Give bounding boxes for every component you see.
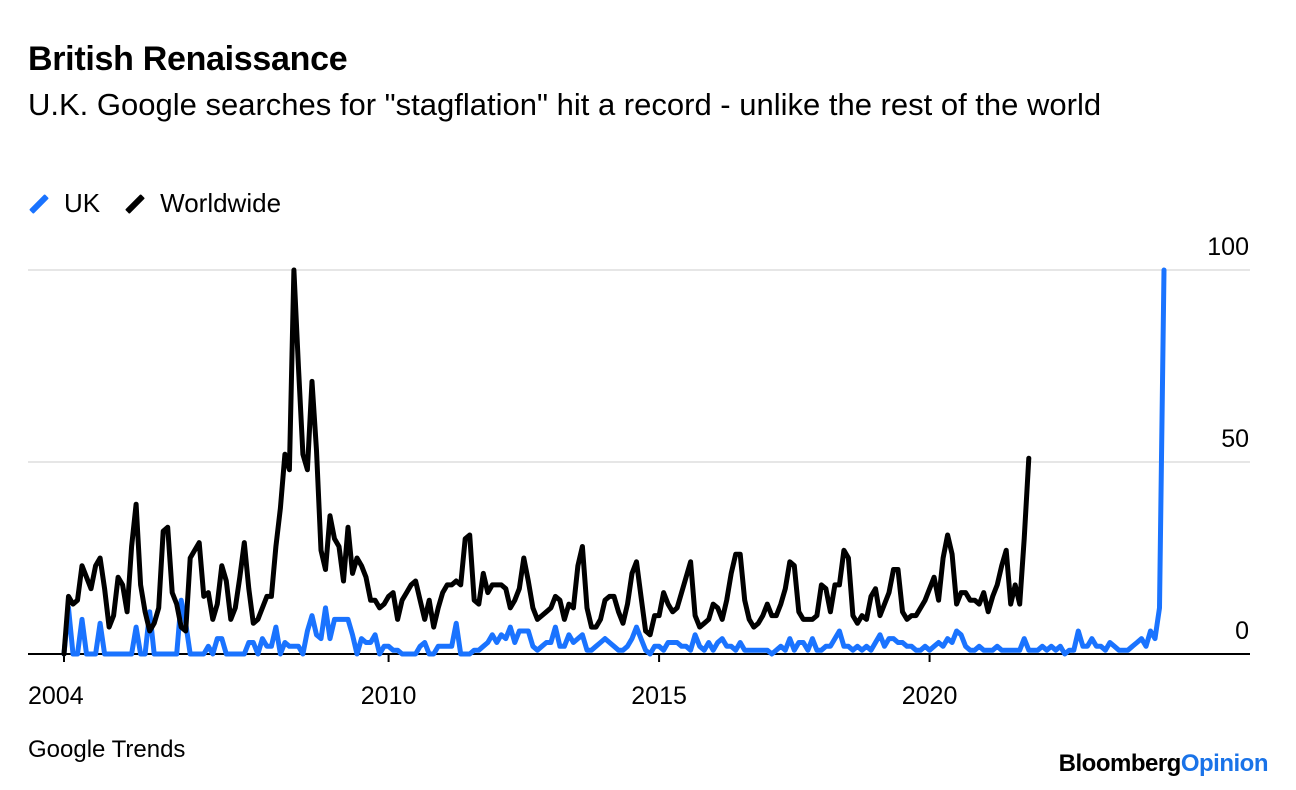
x-tick-label-2020: 2020 xyxy=(902,682,958,710)
brand-accent: Opinion xyxy=(1180,750,1269,777)
y-tick-label-0: 0 xyxy=(1235,617,1249,645)
x-tick-label-2010: 2010 xyxy=(361,682,417,710)
legend-item-uk: UK xyxy=(28,188,100,219)
source-note: Google Trends xyxy=(28,736,186,763)
x-tick-label-2015: 2015 xyxy=(631,682,687,710)
brand-logo: BloombergOpinion xyxy=(1058,750,1269,778)
x-tick-label-2004: 2004 xyxy=(28,682,84,710)
legend-label-worldwide: Worldwide xyxy=(160,188,282,218)
legend-item-worldwide: Worldwide xyxy=(124,188,281,219)
series-line-worldwide xyxy=(61,267,1032,657)
legend-swatch-uk xyxy=(29,193,49,214)
brand-main: Bloomberg xyxy=(1058,750,1182,777)
y-tick-label-100: 100 xyxy=(1207,233,1249,261)
chart-subtitle: U.K. Google searches for "stagflation" h… xyxy=(28,87,1102,122)
y-tick-label-50: 50 xyxy=(1221,425,1249,453)
legend: UK Worldwide xyxy=(28,188,305,219)
series-line-uk xyxy=(61,267,1167,657)
chart-title: British Renaissance xyxy=(28,40,348,78)
line-chart: 0 50 100 2004 2010 2015 2020 xyxy=(28,233,1250,710)
legend-label-uk: UK xyxy=(64,188,101,218)
legend-swatch-worldwide xyxy=(125,193,146,214)
